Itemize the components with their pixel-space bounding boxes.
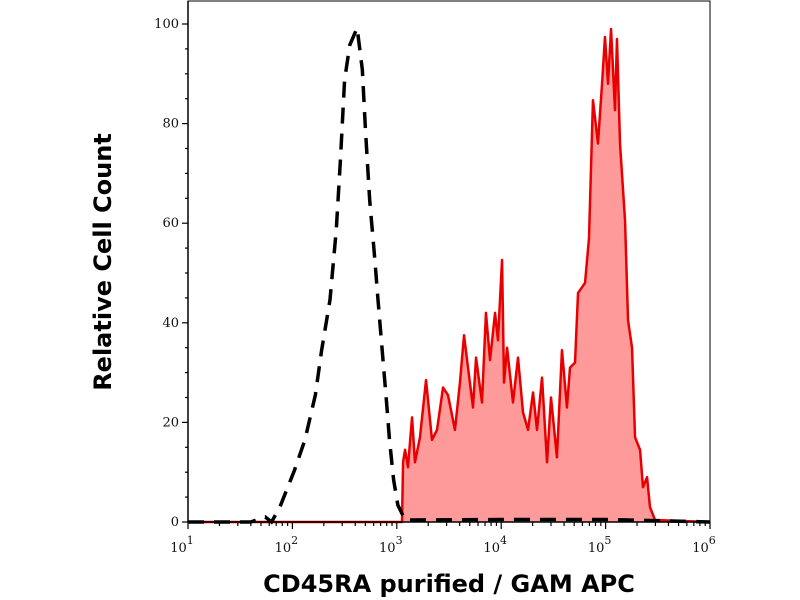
- x-tick-exponent: 3: [396, 534, 403, 547]
- y-axis-ticks: 0 20 40 60 80 100: [154, 17, 188, 530]
- x-tick-label: 106: [692, 534, 716, 556]
- x-tick-exponent: 4: [500, 534, 507, 547]
- x-tick-label: 103: [379, 534, 403, 556]
- y-tick-label: 60: [162, 216, 179, 231]
- y-tick-label: 100: [154, 17, 179, 32]
- x-tick-label: 102: [275, 534, 299, 556]
- x-axis-label: CD45RA purified / GAM APC: [263, 570, 635, 598]
- x-tick-exponent: 5: [604, 534, 611, 547]
- x-tick-base: 10: [379, 541, 396, 556]
- x-tick-exponent: 6: [709, 534, 716, 547]
- control-dashed-line: [188, 21, 711, 525]
- x-tick-exponent: 1: [187, 534, 194, 547]
- x-tick-label: 104: [483, 534, 507, 556]
- x-tick-base: 10: [275, 541, 292, 556]
- x-tick-label: 105: [588, 534, 612, 556]
- y-tick-label: 80: [162, 117, 179, 132]
- sample-area-fill: [188, 29, 710, 522]
- y-tick-label: 20: [162, 415, 179, 430]
- x-tick-label: 101: [170, 534, 194, 556]
- x-tick-exponent: 2: [291, 534, 298, 547]
- x-tick-base: 10: [692, 541, 709, 556]
- sample-line: [188, 27, 711, 524]
- plot-area: [188, 21, 711, 525]
- y-tick-label: 40: [162, 316, 179, 331]
- y-axis-label: Relative Cell Count: [89, 133, 117, 391]
- x-tick-base: 10: [588, 541, 605, 556]
- y-tick-label: 0: [171, 515, 179, 530]
- x-tick-base: 10: [483, 541, 500, 556]
- x-tick-base: 10: [170, 541, 187, 556]
